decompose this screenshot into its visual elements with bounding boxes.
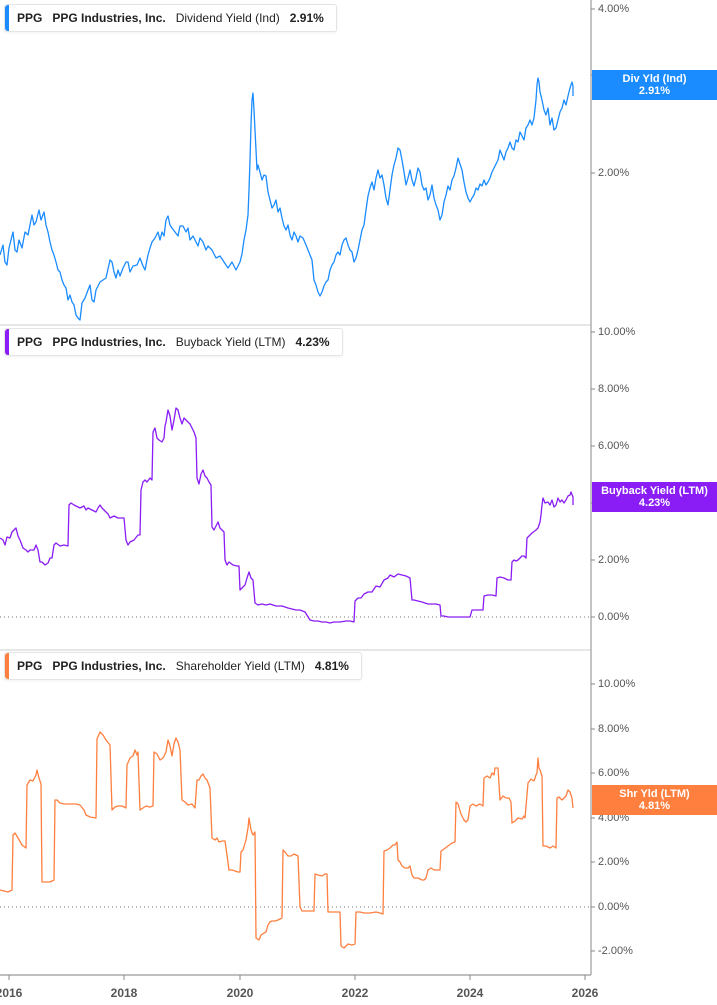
legend-dividend-yield[interactable]: PPG PPG Industries, Inc. Dividend Yield … [4,4,337,32]
x-tick-label: 2018 [110,986,138,1000]
legend-ticker: PPG [17,659,43,673]
legend-value: 4.81% [314,659,349,673]
y-tick-label: 4.00% [598,812,630,824]
y-tick-label: -2.00% [598,945,633,957]
shareholder-yield-line [0,731,574,949]
last-value-tag-shareholder: Shr Yld (LTM) 4.81% [592,785,717,815]
y-tick-label: 2.00% [598,167,630,179]
legend-ticker: PPG [17,11,43,25]
last-value-tag-buyback: Buyback Yield (LTM) 4.23% [592,482,717,512]
y-tick-label: 6.00% [598,767,630,779]
x-tick-label: 2026 [571,986,599,1000]
y-tick-label: 0.00% [598,611,630,623]
legend-company: PPG Industries, Inc. [52,11,166,25]
series-color-swatch [5,329,9,355]
legend-company: PPG Industries, Inc. [52,659,166,673]
y-tick-label: 8.00% [598,723,630,735]
x-tick-label: 2020 [226,986,254,1000]
y-tick-label: 10.00% [598,678,636,690]
y-tick-label: 2.00% [598,856,630,868]
legend-buyback-yield[interactable]: PPG PPG Industries, Inc. Buyback Yield (… [4,328,343,356]
x-tick-label: 2022 [341,986,369,1000]
series-color-swatch [5,653,9,679]
legend-metric: Dividend Yield (Ind) [175,11,280,25]
x-tick-label: 2024 [456,986,484,1000]
x-tick-label: 2016 [0,986,23,1000]
tag-label: Buyback Yield (LTM) [601,485,708,497]
legend-ticker: PPG [17,335,43,349]
legend-value: 4.23% [295,335,330,349]
y-tick-label: 2.00% [598,554,630,566]
y-axis-ticks [591,8,595,952]
legend-shareholder-yield[interactable]: PPG PPG Industries, Inc. Shareholder Yie… [4,652,362,680]
y-tick-label: 10.00% [598,326,636,338]
last-value-tag-dividend: Div Yld (Ind) 2.91% [592,70,717,100]
buyback-yield-line [0,407,574,624]
x-axis-ticks [8,975,586,980]
y-tick-label: 8.00% [598,383,630,395]
legend-metric: Shareholder Yield (LTM) [175,659,305,673]
legend-value: 2.91% [289,11,324,25]
y-tick-label: 4.00% [598,3,630,15]
tag-label: Shr Yld (LTM) [619,788,690,800]
series-color-swatch [5,5,9,31]
y-tick-label: 6.00% [598,440,630,452]
legend-metric: Buyback Yield (LTM) [175,335,286,349]
legend-company: PPG Industries, Inc. [52,335,166,349]
tag-label: Div Yld (Ind) [622,73,687,85]
dividend-yield-line [0,77,574,321]
tag-value: 2.91% [638,85,671,97]
y-tick-label: 0.00% [598,901,630,913]
tag-value: 4.23% [638,497,671,509]
tag-value: 4.81% [638,800,671,812]
